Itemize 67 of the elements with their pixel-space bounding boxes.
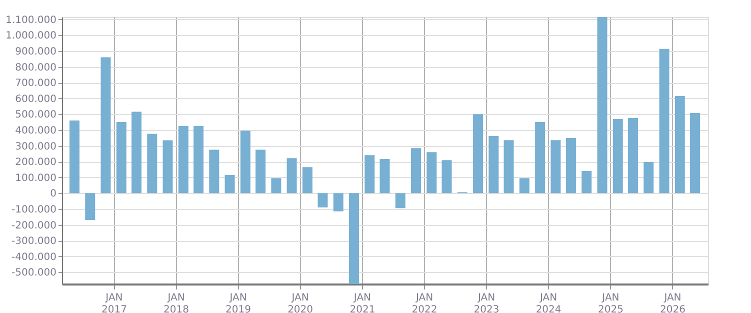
bar — [442, 160, 452, 194]
bar — [674, 96, 685, 194]
y-tick-label: 500.000 — [15, 110, 56, 121]
x-tick-label: JAN 2023 — [474, 292, 500, 313]
bar — [535, 122, 546, 194]
y-tick-label: 600.000 — [15, 94, 56, 105]
y-tick-label: -400.000 — [12, 252, 56, 263]
x-tick-label: JAN 2018 — [164, 292, 189, 313]
y-tick-label: 900.000 — [15, 46, 56, 58]
bar — [256, 150, 266, 194]
bar — [100, 57, 111, 194]
bar — [271, 178, 282, 194]
bar — [286, 158, 297, 194]
bar — [348, 193, 359, 284]
y-tick-label: 800.000 — [15, 62, 56, 74]
bar — [644, 162, 654, 194]
bar — [194, 126, 204, 194]
bar — [628, 118, 638, 194]
y-tick-label: -100.000 — [12, 204, 56, 216]
bar — [395, 193, 406, 208]
bar — [85, 193, 96, 220]
bar — [131, 112, 142, 194]
bar — [488, 136, 499, 194]
y-tick-label: 1.100.000 — [6, 14, 56, 26]
x-tick-label: JAN 2020 — [288, 292, 314, 313]
bar — [566, 138, 576, 194]
bar — [473, 114, 484, 194]
bar — [147, 134, 158, 194]
bar — [162, 140, 173, 194]
y-tick-label: 0 — [50, 188, 56, 200]
bar — [364, 155, 375, 194]
bar — [612, 119, 623, 194]
x-tick-label: JAN 2025 — [598, 292, 624, 313]
x-tick-label: JAN 2019 — [226, 292, 251, 313]
bar — [597, 17, 608, 194]
bar — [209, 150, 220, 194]
bar — [582, 171, 592, 194]
y-tick-label: -300.000 — [12, 236, 56, 248]
x-tick-label: JAN 2024 — [536, 292, 562, 313]
x-tick-label: JAN 2017 — [102, 292, 127, 313]
y-tick-label: 700.000 — [15, 78, 56, 90]
y-tick-label: -500.000 — [12, 268, 56, 279]
bar — [519, 178, 530, 194]
bar — [302, 167, 312, 194]
y-tick-label: -200.000 — [12, 220, 56, 232]
y-tick-label: 200.000 — [15, 157, 56, 168]
bar — [380, 159, 390, 194]
bar — [69, 120, 80, 194]
bar — [240, 130, 250, 194]
bar — [224, 174, 235, 194]
y-tick-label: 100.000 — [15, 172, 56, 184]
y-tick-label: 300.000 — [15, 141, 56, 152]
bar — [116, 122, 126, 194]
bar — [504, 140, 514, 194]
bar — [690, 113, 700, 194]
bar — [411, 148, 422, 194]
x-tick-label: JAN 2021 — [350, 292, 376, 313]
bar — [318, 193, 328, 208]
y-tick-label: 1.000.000 — [6, 30, 56, 42]
bar — [426, 152, 437, 194]
bar — [550, 140, 561, 194]
x-tick-label: JAN 2026 — [660, 292, 686, 313]
y-tick-label: 400.000 — [15, 125, 56, 136]
x-tick-label: JAN 2022 — [412, 292, 438, 313]
bar — [659, 48, 670, 194]
bar — [333, 193, 344, 212]
bar — [178, 126, 188, 194]
